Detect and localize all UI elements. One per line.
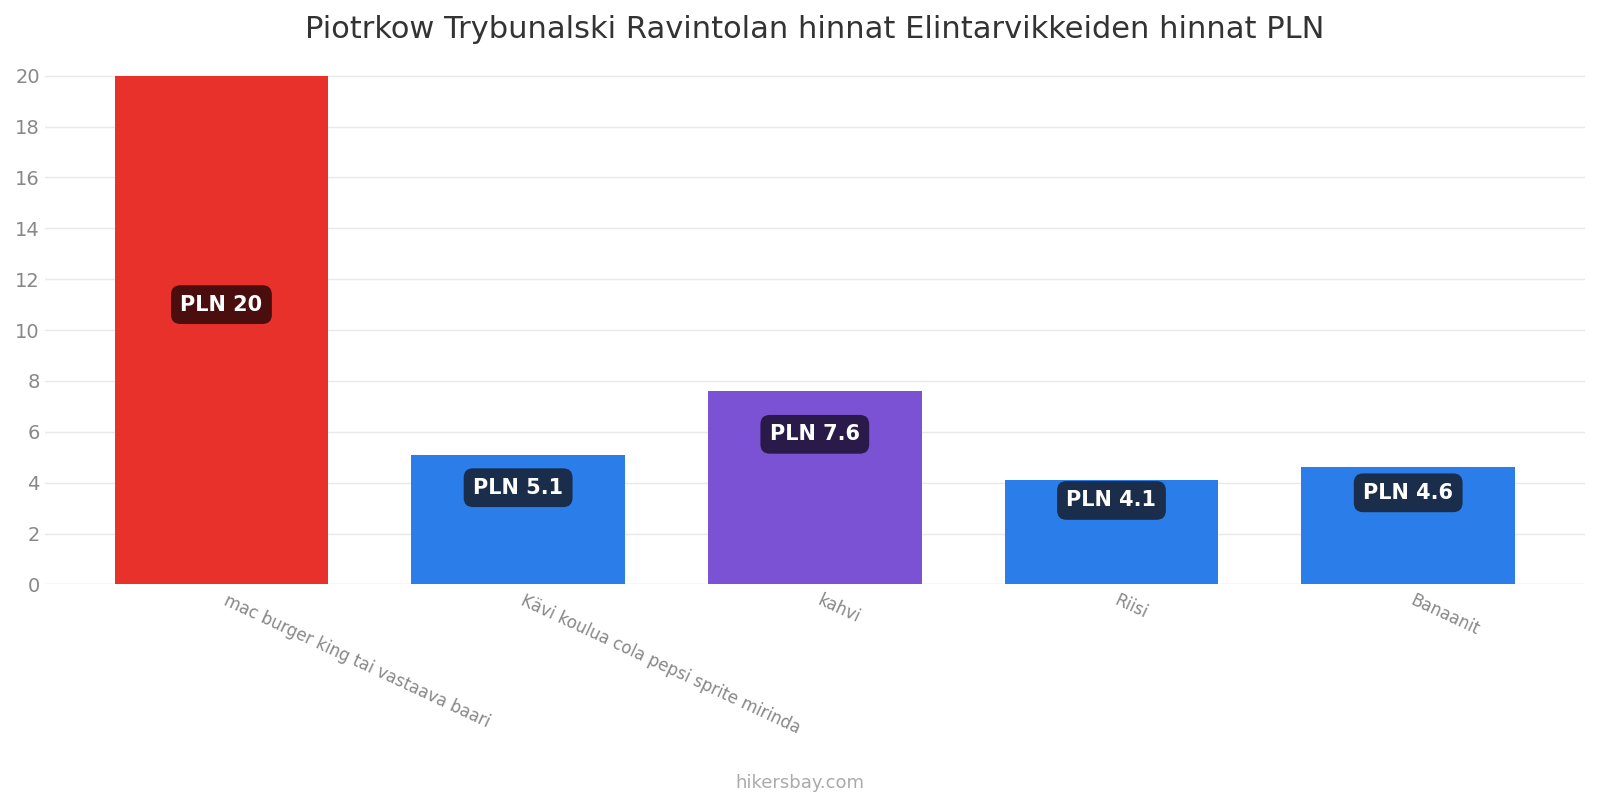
Bar — [115, 76, 328, 584]
Text: PLN 5.1: PLN 5.1 — [474, 478, 563, 498]
Text: PLN 20: PLN 20 — [181, 294, 262, 314]
Bar — [411, 454, 626, 584]
Text: hikersbay.com: hikersbay.com — [736, 774, 864, 792]
Title: Piotrkow Trybunalski Ravintolan hinnat Elintarvikkeiden hinnat PLN: Piotrkow Trybunalski Ravintolan hinnat E… — [306, 15, 1325, 44]
Bar — [707, 391, 922, 584]
Text: PLN 7.6: PLN 7.6 — [770, 424, 859, 444]
Text: PLN 4.1: PLN 4.1 — [1067, 490, 1157, 510]
Bar — [1005, 480, 1218, 584]
Bar — [1301, 467, 1515, 584]
Text: PLN 4.6: PLN 4.6 — [1363, 483, 1453, 503]
